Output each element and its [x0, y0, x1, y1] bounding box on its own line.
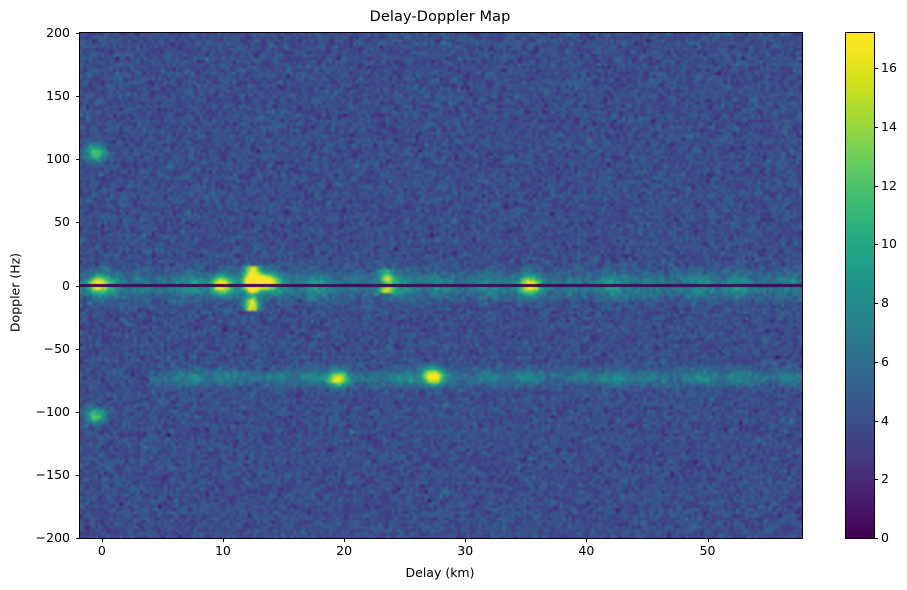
- y-tick: [75, 348, 79, 350]
- colorbar-tick: [874, 244, 878, 246]
- y-tick: [75, 96, 79, 98]
- colorbar-gradient: [846, 33, 874, 538]
- colorbar-tick-label: 10: [881, 236, 897, 252]
- y-tick: [75, 474, 79, 476]
- heatmap-axes[interactable]: [79, 32, 803, 539]
- delay-doppler-heatmap: [80, 33, 802, 538]
- colorbar-tick: [874, 303, 878, 305]
- y-tick: [75, 285, 79, 287]
- y-tick: [75, 538, 79, 539]
- y-tick-label: −100: [35, 403, 70, 419]
- x-tick: [101, 538, 103, 542]
- x-tick: [222, 538, 224, 542]
- x-tick-label: 0: [97, 543, 106, 558]
- y-tick-label: 100: [46, 151, 70, 167]
- colorbar-tick-label: 4: [881, 412, 889, 428]
- y-tick: [75, 159, 79, 161]
- y-tick-label: 150: [46, 88, 70, 104]
- y-tick: [75, 222, 79, 224]
- colorbar-tick-label: 8: [881, 295, 889, 311]
- colorbar-tick: [874, 538, 878, 539]
- page-title: Delay-Doppler Map: [369, 9, 511, 25]
- colorbar-tick-label: 6: [881, 353, 889, 369]
- x-tick-label: 40: [578, 543, 595, 558]
- colorbar-tick-label: 14: [881, 118, 897, 134]
- colorbar-tick-label: 0: [881, 530, 889, 545]
- y-tick-label: −200: [35, 530, 70, 545]
- y-tick-label: −50: [43, 340, 70, 356]
- y-tick: [75, 411, 79, 413]
- y-axis-title: Doppler (Hz): [7, 252, 23, 333]
- y-tick-label: 0: [62, 277, 70, 293]
- colorbar-tick: [874, 479, 878, 481]
- colorbar[interactable]: [845, 32, 875, 539]
- y-tick-label: 200: [46, 25, 70, 40]
- x-tick-label: 10: [214, 543, 231, 558]
- x-tick-label: 20: [336, 543, 353, 558]
- x-axis-title: Delay (km): [405, 565, 475, 580]
- colorbar-tick-label: 16: [881, 60, 897, 76]
- colorbar-tick: [874, 420, 878, 422]
- colorbar-tick-label: 2: [881, 471, 889, 487]
- x-tick-label: 30: [457, 543, 474, 558]
- colorbar-tick: [874, 68, 878, 70]
- x-tick: [586, 538, 588, 542]
- x-tick: [707, 538, 709, 542]
- y-tick: [75, 33, 79, 34]
- colorbar-tick: [874, 361, 878, 363]
- y-tick-label: −150: [35, 466, 70, 482]
- x-tick-label: 50: [699, 543, 716, 558]
- colorbar-tick-label: 12: [881, 177, 897, 193]
- x-tick: [465, 538, 467, 542]
- colorbar-tick: [874, 185, 878, 187]
- colorbar-tick: [874, 126, 878, 128]
- x-tick: [344, 538, 346, 542]
- y-tick-label: 50: [54, 214, 70, 230]
